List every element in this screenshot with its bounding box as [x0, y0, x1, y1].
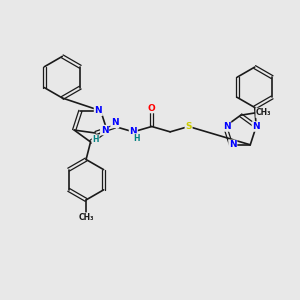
Text: N: N	[94, 106, 102, 115]
Text: CH₃: CH₃	[256, 108, 272, 117]
Text: N: N	[130, 127, 137, 136]
Text: CH₃: CH₃	[78, 213, 94, 222]
Text: H: H	[134, 134, 140, 143]
Text: N: N	[223, 122, 231, 131]
Text: N: N	[101, 126, 108, 135]
Text: N: N	[229, 140, 237, 149]
Text: N: N	[252, 122, 260, 131]
Text: N: N	[111, 118, 119, 127]
Text: H: H	[92, 135, 99, 144]
Text: O: O	[148, 103, 156, 112]
Text: S: S	[185, 122, 192, 131]
